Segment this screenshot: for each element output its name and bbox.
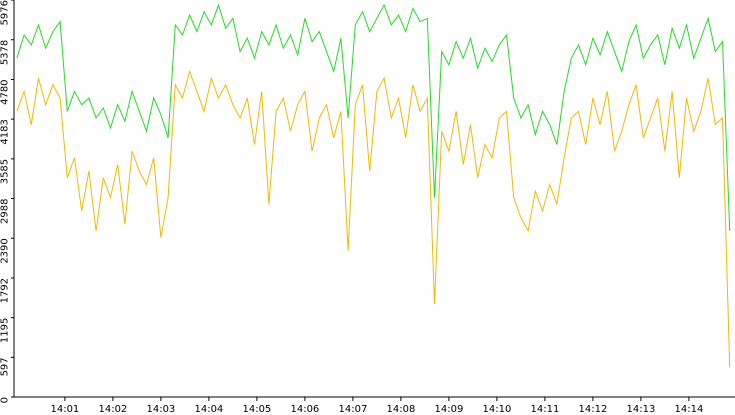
x-tick-label: 14:14 [675, 404, 704, 415]
x-tick-label: 14:06 [290, 404, 319, 415]
x-tick-label: 14:02 [98, 404, 127, 415]
x-tick-label: 14:11 [530, 404, 559, 415]
x-tick-label: 14:12 [578, 404, 607, 415]
y-tick-label: 1195 [0, 318, 10, 343]
x-tick-label: 14:03 [146, 404, 175, 415]
y-tick-label: 2988 [0, 199, 10, 224]
y-tick-label: 4183 [0, 119, 10, 144]
y-tick-label: 0 [0, 397, 10, 403]
x-tick-label: 14:08 [386, 404, 415, 415]
series-line [16, 69, 731, 368]
x-tick-label: 14:09 [434, 404, 463, 415]
x-tick-label: 14:07 [338, 404, 367, 415]
x-tick-label: 14:01 [50, 404, 79, 415]
x-tick-label: 14:13 [627, 404, 656, 415]
series-line [16, 3, 731, 231]
y-tick-label: 5976 [0, 0, 10, 25]
y-tick-label: 2390 [0, 238, 10, 263]
y-tick-label: 3585 [0, 159, 10, 184]
y-tick-label: 5378 [0, 40, 10, 65]
y-tick-label: 597 [0, 357, 10, 376]
y-tick-label: 4780 [0, 79, 10, 104]
x-tick-label: 14:10 [482, 404, 511, 415]
x-tick-label: 14:05 [242, 404, 271, 415]
y-tick-label: 1792 [0, 278, 10, 303]
x-tick-label: 14:04 [194, 404, 223, 415]
